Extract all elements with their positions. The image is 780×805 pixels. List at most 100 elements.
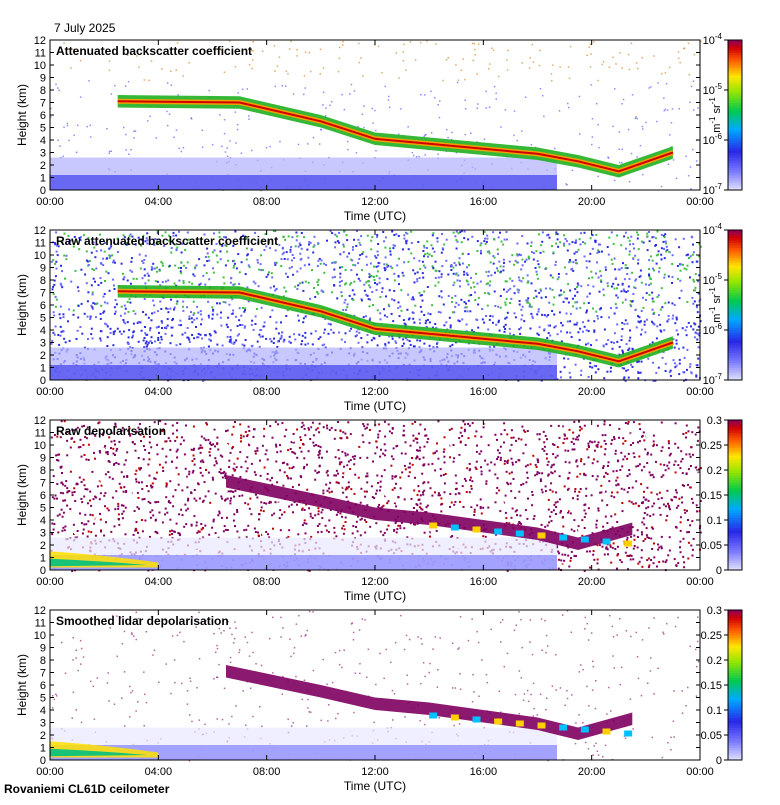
- x-tick-label: 20:00: [578, 766, 606, 778]
- x-tick-label: 00:00: [686, 576, 714, 588]
- x-tick-label: 16:00: [470, 386, 498, 398]
- x-tick-label: 08:00: [253, 576, 281, 588]
- x-tick-label: 04:00: [145, 576, 173, 588]
- y-tick-label: 4: [40, 705, 46, 717]
- y-tick-label: 10: [34, 60, 46, 72]
- x-tick-label: 00:00: [36, 766, 64, 778]
- x-tick-label: 16:00: [470, 766, 498, 778]
- y-tick-label: 9: [40, 453, 46, 465]
- x-tick-label: 00:00: [36, 196, 64, 208]
- y-tick-label: 11: [35, 618, 46, 630]
- y-tick-label: 8: [40, 85, 46, 97]
- y-tick-label: 6: [40, 680, 46, 692]
- y-tick-label: 7: [40, 668, 46, 680]
- x-tick-label: 08:00: [253, 766, 281, 778]
- y-tick-label: 2: [40, 730, 46, 742]
- y-tick-label: 12: [34, 415, 46, 427]
- y-axis-label: Height (km): [15, 274, 29, 336]
- y-tick-label: 12: [34, 35, 46, 47]
- x-tick-label: 00:00: [36, 576, 64, 588]
- x-tick-label: 12:00: [361, 196, 389, 208]
- x-axis-label: Time (UTC): [344, 589, 406, 603]
- y-tick-label: 5: [40, 693, 46, 705]
- colorbar-tick-exponent: -4: [715, 222, 723, 231]
- y-tick-label: 7: [40, 478, 46, 490]
- y-tick-label: 11: [35, 48, 46, 60]
- colorbar-tick-label: 10-4: [703, 222, 723, 237]
- x-tick-label: 00:00: [686, 766, 714, 778]
- x-tick-label: 20:00: [578, 576, 606, 588]
- y-tick-label: 12: [34, 225, 46, 237]
- y-tick-label: 3: [40, 528, 46, 540]
- x-tick-label: 08:00: [253, 196, 281, 208]
- y-tick-label: 5: [40, 313, 46, 325]
- station-footer: Rovaniemi CL61D ceilometer: [4, 782, 170, 796]
- panel-3: Raw depolarisation0123456789101112Height…: [15, 415, 742, 603]
- x-axis-label: Time (UTC): [344, 399, 406, 413]
- y-tick-label: 10: [34, 250, 46, 262]
- panel-title: Attenuated backscatter coefficient: [56, 44, 252, 58]
- colorbar-tick-label: 0.3: [707, 415, 722, 427]
- x-tick-label: 20:00: [578, 386, 606, 398]
- colorbar-unit: m-1sr-1: [708, 97, 723, 133]
- y-tick-label: 11: [35, 428, 46, 440]
- panel-title: Raw attenuated backscatter coefficient: [56, 234, 278, 248]
- colorbar: 10-410-510-610-7m-1sr-1: [703, 222, 742, 387]
- colorbar-tick-exponent: -7: [715, 182, 723, 191]
- y-tick-label: 9: [40, 73, 46, 85]
- y-tick-label: 3: [40, 718, 46, 730]
- x-axis-label: Time (UTC): [344, 209, 406, 223]
- y-axis-label: Height (km): [15, 654, 29, 716]
- y-tick-label: 10: [34, 630, 46, 642]
- colorbar-tick-label: 0.2: [707, 655, 722, 667]
- colorbar-tick-label: 0.05: [701, 540, 722, 552]
- y-tick-label: 8: [40, 655, 46, 667]
- boundary-layer: [50, 158, 557, 191]
- x-tick-label: 12:00: [361, 386, 389, 398]
- y-tick-label: 8: [40, 275, 46, 287]
- y-tick-label: 4: [40, 135, 46, 147]
- y-tick-label: 2: [40, 350, 46, 362]
- x-tick-label: 00:00: [36, 386, 64, 398]
- y-tick-label: 3: [40, 338, 46, 350]
- colorbar-tick-label: 0.3: [707, 605, 722, 617]
- y-tick-label: 5: [40, 123, 46, 135]
- date-label: 7 July 2025: [54, 21, 116, 35]
- colorbar-tick-label: 10-4: [703, 32, 723, 47]
- panel-2: Raw attenuated backscatter coefficient01…: [15, 222, 742, 413]
- colorbar-tick-label: 0.25: [701, 440, 722, 452]
- y-tick-label: 6: [40, 490, 46, 502]
- colorbar-tick-exponent: -7: [715, 372, 723, 381]
- y-tick-label: 1: [40, 553, 46, 565]
- y-tick-label: 5: [40, 503, 46, 515]
- colorbar-tick-label: 0.2: [707, 465, 722, 477]
- y-tick-label: 2: [40, 540, 46, 552]
- colorbar-unit: m-1sr-1: [708, 287, 723, 323]
- x-tick-label: 04:00: [145, 766, 173, 778]
- y-tick-label: 7: [40, 288, 46, 300]
- boundary-layer: [50, 348, 557, 381]
- x-tick-label: 16:00: [470, 196, 498, 208]
- colorbar-tick-label: 0.05: [701, 730, 722, 742]
- colorbar-tick-label: 0.1: [707, 515, 722, 527]
- colorbar-tick-label: 10-7: [703, 372, 723, 387]
- y-tick-label: 1: [40, 363, 46, 375]
- boundary-layer: [50, 538, 557, 571]
- colorbar-tick-exponent: -5: [715, 272, 723, 281]
- boundary-layer: [50, 728, 557, 761]
- x-tick-label: 00:00: [686, 196, 714, 208]
- y-tick-label: 2: [40, 160, 46, 172]
- colorbar-tick-label: 0.15: [701, 490, 722, 502]
- y-tick-label: 4: [40, 515, 46, 527]
- colorbar-tick-label: 0.25: [701, 630, 722, 642]
- colorbar: 0.30.250.20.150.10.050: [701, 605, 742, 767]
- colorbar-tick-label: 0: [716, 565, 722, 577]
- colorbar-tick-label: 10-6: [703, 132, 723, 147]
- y-tick-label: 1: [40, 173, 46, 185]
- colorbar: 10-410-510-610-7m-1sr-1: [703, 32, 742, 197]
- y-tick-label: 7: [40, 98, 46, 110]
- x-tick-label: 16:00: [470, 576, 498, 588]
- y-tick-label: 4: [40, 325, 46, 337]
